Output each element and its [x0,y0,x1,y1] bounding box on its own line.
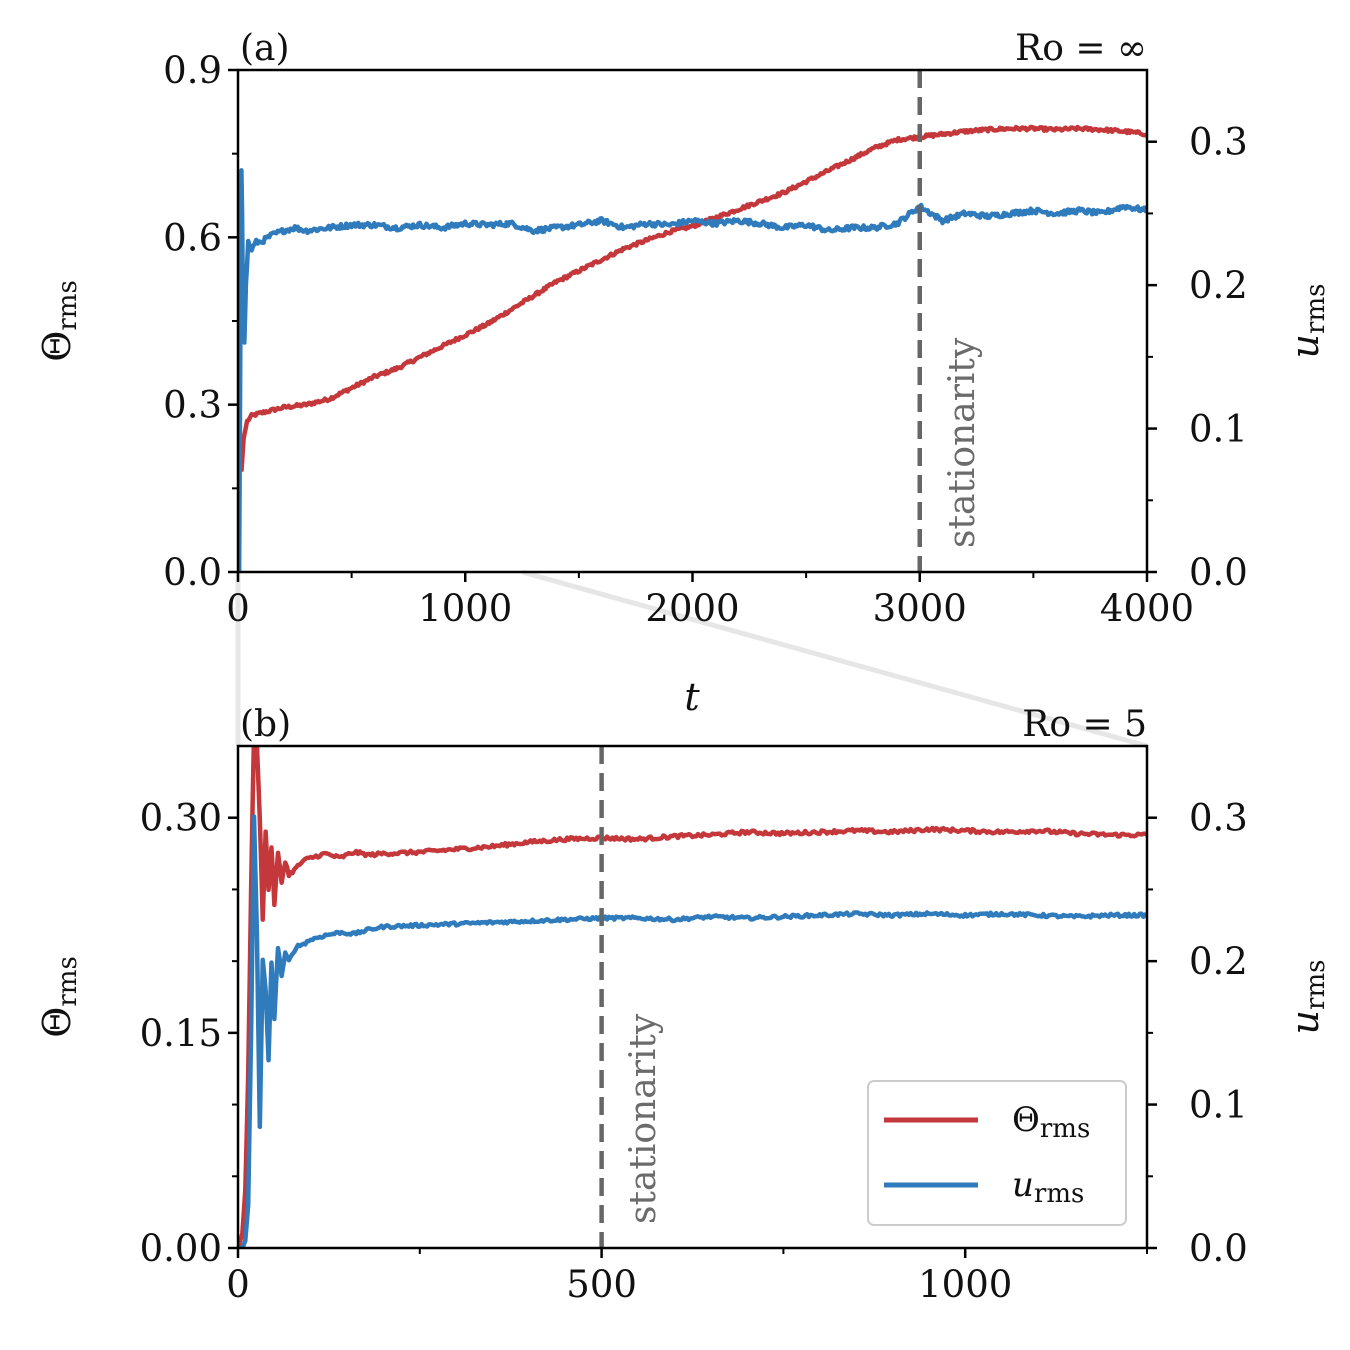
legend-entry-theta-base: Θ [1012,1100,1040,1140]
panel-a-ylabel-right-base: u [1283,334,1327,358]
panel-b-xtick-label: 0 [226,1263,250,1306]
panel-a-xtick-label: 2000 [645,587,739,630]
panel-b-ylabel-left-sub: rms [53,956,83,1006]
panel-a-ytick-left-label: 0.6 [163,216,222,259]
panel-a-ticks: 0 1000 2000 3000 40000.00.30.60.90.00.10.20.… [163,49,1248,630]
panel-b-ylabel-right-base: u [1283,1010,1327,1034]
panel-a-clipped-area [238,70,1147,572]
panel-a-series-u-rms [238,168,1147,572]
panel-a-ylabel-left-base: Θ [35,331,79,362]
panel-a-xtick-label: 1000 [418,587,512,630]
legend-entry-theta-sub: rms [1040,1114,1090,1144]
panel-a-plot-layer [238,70,1147,572]
panel-b-ylabel-left: Θrms [35,956,83,1038]
panel-b-frame [236,744,1149,1250]
panel-b-plot-layer [238,746,1147,1248]
panel-a-label: (a) [240,28,290,69]
panel-a-ylabel-right-sub: rms [1301,284,1331,334]
panel-b-series-theta-rms [238,746,1147,1248]
legend-entry-u-sub: rms [1034,1179,1084,1209]
panel-a-ytick-left-label: 0.9 [163,49,222,92]
panel-b-ytick-right-label: 0.2 [1189,940,1248,983]
panel-b-ytick-left-label: 0.00 [140,1227,222,1270]
panel-a-ytick-right-label: 0.3 [1189,121,1248,164]
panel-a-xtick-label: 3000 [873,587,967,630]
zoom-connector-lines [235,569,1148,749]
panel-a-ytick-right-label: 0.0 [1189,551,1248,594]
panel-a-ytick-left-label: 0.0 [163,551,222,594]
panel-a-ylabel-left-sub: rms [53,280,83,330]
legend-entry-u: urms [1012,1165,1084,1209]
panel-a-xlabel: t [684,675,700,719]
panel-a-stationarity-label: stationarity [942,337,983,548]
panel-a-ytick-right-label: 0.2 [1189,264,1248,307]
panel-a-ylabel-left: Θrms [35,280,83,362]
panel-b-xtick-label: 500 [566,1263,637,1306]
panel-a: 0 1000 2000 3000 40000.00.30.60.90.00.10.20.… [35,28,1331,719]
panel-a-series-theta-rms [239,124,1147,472]
legend-entry-theta: Θrms [1012,1100,1090,1144]
legend-entry-u-base: u [1012,1165,1034,1205]
panel-b-series-u-rms [238,814,1147,1248]
panel-a-frame [236,68,1149,574]
panel-b-ticks: 0 500 1000 0.00 0.15 0.30 0.0 0.1 0.2 0.3 [140,797,1248,1306]
panel-b-ytick-left-label: 0.30 [140,797,222,840]
panel-a-regime-label: Ro = ∞ [1015,28,1147,69]
panel-b-ytick-right-label: 0.0 [1189,1227,1248,1270]
panel-b: 0 500 1000 0.00 0.15 0.30 0.0 0.1 0.2 0.3 (b) Ro … [35,704,1331,1306]
panel-b-stationarity-label: stationarity [623,1013,664,1224]
panel-b-ylabel-right-sub: rms [1301,960,1331,1010]
panel-b-ylabel-right: urms [1283,960,1331,1035]
panel-b-xtick-label: 1000 [918,1263,1012,1306]
panel-b-ytick-right-label: 0.3 [1189,797,1248,840]
panel-a-xtick-label: 4000 [1100,587,1194,630]
zoom-connector-right [521,569,1148,749]
panel-b-label: (b) [240,704,291,745]
panel-b-ylabel-left-base: Θ [35,1007,79,1038]
panel-a-xtick-label: 0 [226,587,250,630]
panel-b-ytick-left-label: 0.15 [140,1012,222,1055]
panel-a-ytick-right-label: 0.1 [1189,408,1248,451]
panel-b-regime-label: Ro = 5 [1022,704,1147,745]
legend-box [867,1080,1127,1226]
panel-a-ylabel-right: urms [1283,284,1331,359]
panel-b-clipped-area [238,746,1147,1248]
legend: Θrms urms [867,1080,1127,1226]
panel-a-ytick-left-label: 0.3 [163,384,222,427]
panel-b-ytick-right-label: 0.1 [1189,1084,1248,1127]
